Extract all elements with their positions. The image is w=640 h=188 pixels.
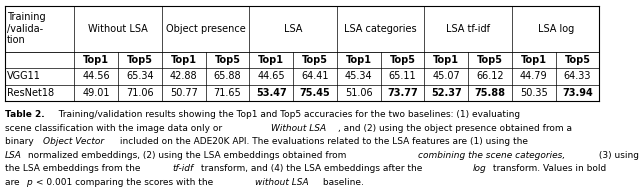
Text: scene classification with the image data only or: scene classification with the image data… [5, 124, 225, 133]
Text: VGG11: VGG11 [6, 71, 40, 81]
Text: Table 2.: Table 2. [5, 110, 44, 119]
Text: 45.34: 45.34 [345, 71, 372, 81]
Text: transform, and (4) the LSA embeddings after the: transform, and (4) the LSA embeddings af… [198, 164, 425, 173]
Text: 50.35: 50.35 [520, 88, 548, 98]
Text: tf-idf: tf-idf [172, 164, 193, 173]
Text: Training/validation results showing the Top1 and Top5 accuracies for the two bas: Training/validation results showing the … [52, 110, 520, 119]
Text: Top1: Top1 [521, 55, 547, 65]
Text: (3) using: (3) using [596, 151, 639, 160]
Text: 65.11: 65.11 [388, 71, 417, 81]
Text: Without LSA: Without LSA [271, 124, 326, 133]
Text: 66.12: 66.12 [476, 71, 504, 81]
Text: are: are [5, 178, 22, 187]
Text: combining the scene categories,: combining the scene categories, [418, 151, 565, 160]
Text: Top5: Top5 [564, 55, 591, 65]
Text: LSA: LSA [5, 151, 22, 160]
Text: Top1: Top1 [346, 55, 372, 65]
Text: included on the ADE20K API. The evaluations related to the LSA features are (1) : included on the ADE20K API. The evaluati… [117, 137, 528, 146]
Text: the LSA embeddings from the: the LSA embeddings from the [5, 164, 143, 173]
Text: 71.65: 71.65 [214, 88, 241, 98]
Text: Top1: Top1 [171, 55, 196, 65]
Text: 53.47: 53.47 [256, 88, 287, 98]
Text: binary: binary [5, 137, 36, 146]
Text: < 0.001 comparing the scores with the: < 0.001 comparing the scores with the [33, 178, 216, 187]
Text: Top5: Top5 [214, 55, 241, 65]
Text: 65.88: 65.88 [214, 71, 241, 81]
Text: Top5: Top5 [302, 55, 328, 65]
Text: Top1: Top1 [258, 55, 284, 65]
Text: LSA: LSA [284, 24, 302, 34]
Text: baseline.: baseline. [319, 178, 364, 187]
Text: 64.33: 64.33 [564, 71, 591, 81]
Text: Top1: Top1 [433, 55, 460, 65]
Text: transform. Values in bold: transform. Values in bold [490, 164, 606, 173]
Text: without LSA: without LSA [255, 178, 308, 187]
Text: Training
/valida-
tion: Training /valida- tion [6, 12, 45, 45]
Text: LSA log: LSA log [538, 24, 574, 34]
Text: 44.79: 44.79 [520, 71, 548, 81]
Text: , and (2) using the object presence obtained from a: , and (2) using the object presence obta… [338, 124, 572, 133]
Text: Top5: Top5 [390, 55, 415, 65]
Text: Object presence: Object presence [166, 24, 246, 34]
Text: Top5: Top5 [127, 55, 153, 65]
Text: Without LSA: Without LSA [88, 24, 148, 34]
Text: 75.88: 75.88 [474, 88, 506, 98]
Text: Top1: Top1 [83, 55, 109, 65]
Text: 45.07: 45.07 [433, 71, 460, 81]
Text: 42.88: 42.88 [170, 71, 198, 81]
Text: 65.34: 65.34 [126, 71, 154, 81]
Text: Object Vector: Object Vector [43, 137, 104, 146]
Text: 44.65: 44.65 [257, 71, 285, 81]
Text: 75.45: 75.45 [300, 88, 330, 98]
Text: 49.01: 49.01 [83, 88, 110, 98]
Text: log: log [473, 164, 487, 173]
Text: LSA categories: LSA categories [344, 24, 417, 34]
Text: 64.41: 64.41 [301, 71, 329, 81]
Text: Top5: Top5 [477, 55, 503, 65]
Text: LSA tf-idf: LSA tf-idf [446, 24, 490, 34]
Text: 73.77: 73.77 [387, 88, 418, 98]
Text: p: p [26, 178, 32, 187]
Text: 71.06: 71.06 [126, 88, 154, 98]
Text: 50.77: 50.77 [170, 88, 198, 98]
Text: 44.56: 44.56 [83, 71, 110, 81]
Text: ResNet18: ResNet18 [6, 88, 54, 98]
Text: normalized embeddings, (2) using the LSA embeddings obtained from: normalized embeddings, (2) using the LSA… [25, 151, 349, 160]
Text: 52.37: 52.37 [431, 88, 461, 98]
Text: 51.06: 51.06 [345, 88, 372, 98]
Text: 73.94: 73.94 [562, 88, 593, 98]
